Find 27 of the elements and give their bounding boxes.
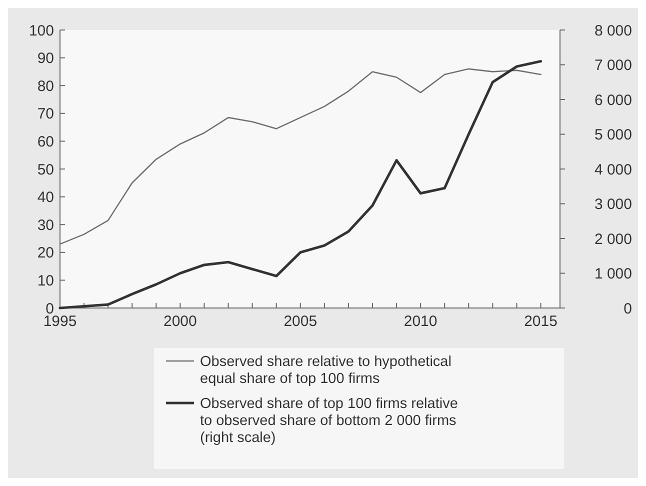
y2-tick-label: 3 000 [594, 196, 632, 213]
y2-tick-label: 6 000 [594, 92, 632, 109]
x-tick-label: 2015 [524, 313, 558, 330]
y2-tick-label: 2 000 [594, 230, 632, 248]
y2-tick-label: 7 000 [594, 57, 632, 74]
y-tick-label: 20 [37, 244, 54, 262]
y2-tick-label: 5 000 [594, 126, 632, 144]
x-tick-label: 1995 [43, 313, 77, 330]
line-series [58, 60, 542, 310]
legend-label: Observed share of top 100 firms relative to observed share of bottom 2 000 firms (right scale) [200, 396, 458, 446]
y-tick-label: 70 [37, 106, 54, 123]
y2-tick-label: 0 [624, 300, 632, 318]
y-tick-label: 10 [37, 272, 54, 290]
y2-tick-label: 4 000 [594, 161, 632, 178]
y-tick-label: 40 [37, 189, 54, 206]
x-tick-label: 2010 [404, 313, 438, 330]
y-tick-label: 90 [37, 50, 54, 68]
y2-tick-label: 8 000 [594, 22, 632, 40]
y-tick-label: 50 [37, 161, 54, 178]
y-tick-label: 30 [37, 216, 54, 234]
y-tick-label: 100 [28, 22, 54, 40]
y-tick-label: 80 [37, 78, 54, 95]
x-tick-label: 2005 [284, 313, 318, 330]
y-tick-label: 60 [37, 133, 54, 150]
y2-tick-label: 1 000 [594, 266, 632, 282]
x-tick-label: 2000 [164, 313, 197, 330]
legend-label: Observed share relative to hypothetical equal share of top 100 firms [200, 354, 452, 387]
